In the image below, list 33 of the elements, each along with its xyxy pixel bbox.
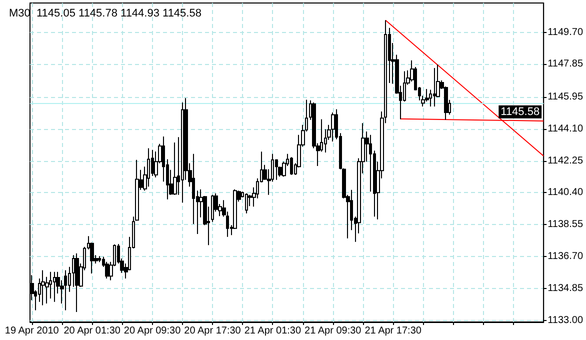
y-tick-label: 1136.70: [548, 250, 584, 262]
y-tick-label: 1144.10: [548, 123, 584, 134]
candlestick: [147, 148, 150, 188]
candlestick: [181, 102, 184, 204]
candlestick: [290, 156, 293, 176]
candlestick: [53, 271, 56, 302]
candlestick: [211, 194, 214, 222]
y-tick-label: 1133.00: [548, 314, 584, 326]
candlestick: [75, 252, 79, 312]
y-tick-label: 1134.85: [548, 282, 584, 294]
x-tick-label: 21 Apr 01:30: [244, 326, 302, 336]
y-tick-label: 1149.70: [548, 26, 584, 38]
candlestick: [64, 270, 67, 311]
ref-line-label: 1145.58: [500, 106, 540, 118]
candlestick: [105, 261, 109, 280]
candlestick: [433, 68, 436, 107]
x-tick-label: 19 Apr 2010: [4, 326, 60, 336]
y-tick-label: 1145.95: [548, 91, 584, 102]
y-tick-label: 1140.40: [548, 187, 584, 198]
y-tick-label: 1138.55: [548, 219, 584, 230]
x-tick-label: 20 Apr 09:30: [124, 326, 182, 336]
candlestick: [41, 270, 45, 306]
candlestick: [331, 112, 335, 142]
x-tick-label: 20 Apr 17:30: [184, 326, 242, 336]
candlestick: [49, 271, 52, 300]
x-tick-label: 21 Apr 09:30: [304, 326, 362, 336]
x-tick-label: 20 Apr 01:30: [64, 326, 121, 336]
y-tick-label: 1142.25: [548, 155, 584, 166]
y-tick-label: 1147.85: [548, 58, 584, 70]
candlestick: [98, 256, 101, 263]
x-tick-label: 21 Apr 17:30: [364, 326, 422, 336]
chart-title: M30 1145.05 1145.78 1144.93 1145.58: [9, 8, 202, 20]
candlestick: [245, 192, 248, 214]
